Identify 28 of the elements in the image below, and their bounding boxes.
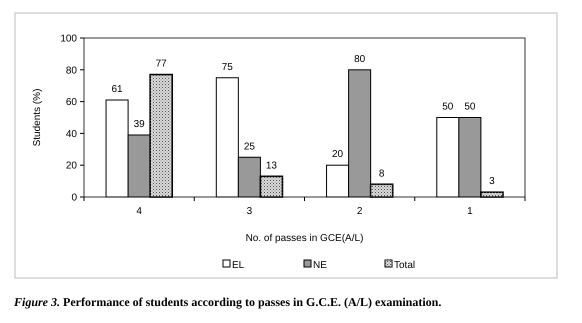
data-label: 77 — [156, 58, 168, 70]
data-label: 61 — [112, 84, 124, 96]
text: Figure 3. Performance of students according to passes in G.C.E. (A/L) examination. — [13, 295, 442, 309]
data-label: 75 — [222, 62, 234, 73]
data-label: 3 — [489, 176, 496, 188]
x-tick-label: 2 — [356, 206, 363, 217]
y-tick-label: 40 — [66, 128, 78, 140]
y-tick-label: 0 — [71, 192, 78, 204]
x-axis-title: No. of passes in GCE(A/L) — [246, 233, 364, 244]
data-label: 13 — [266, 160, 278, 172]
y-tick-label: 60 — [66, 97, 78, 108]
data-label: 25 — [244, 141, 256, 152]
y-tick-label: 20 — [66, 160, 78, 172]
y-axis-title: Students (%) — [32, 88, 43, 146]
x-tick-label: 3 — [246, 206, 253, 217]
y-tick-label: 80 — [66, 65, 78, 76]
data-label: 80 — [354, 54, 366, 65]
legend-label: EL — [232, 260, 245, 271]
data-label: 39 — [134, 118, 146, 130]
data-label: 50 — [464, 102, 476, 112]
legend-label: Total — [394, 260, 416, 271]
data-label: 20 — [332, 149, 344, 160]
x-tick-label: 4 — [136, 206, 142, 217]
data-label: 50 — [442, 102, 454, 112]
legend-label: NE — [313, 260, 328, 271]
x-tick-label: 1 — [467, 206, 474, 217]
y-tick-label: 100 — [60, 34, 78, 44]
data-label: 8 — [378, 168, 385, 180]
